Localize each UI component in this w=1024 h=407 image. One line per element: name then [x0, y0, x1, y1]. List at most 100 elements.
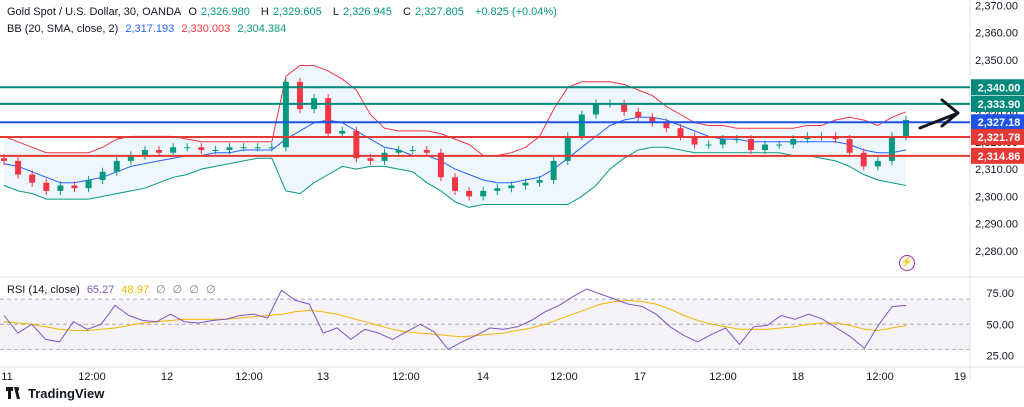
candle-body [156, 150, 163, 153]
candle-body [353, 130, 360, 159]
candle-body [733, 139, 740, 141]
time-tick-label: 12:00 [709, 371, 737, 383]
level-tag-label: 2,340.00 [978, 82, 1021, 94]
candle-body [409, 150, 416, 151]
time-tick-label: 12:00 [550, 371, 578, 383]
candle-body [677, 128, 684, 137]
rsi-ma-value: 48.97 [121, 284, 149, 296]
tradingview-logo: TradingView [6, 386, 104, 401]
level-tag-label: 2,321.78 [978, 132, 1021, 144]
rsi-extra-3: ∅ [189, 284, 199, 296]
rsi-extra-4: ∅ [205, 284, 216, 296]
close-label: C [402, 6, 411, 18]
candle-body [564, 136, 571, 161]
candle-body [367, 158, 374, 161]
rsi-legend: RSI (14, close) 65.27 48.97 ∅ ∅ ∅ ∅ [7, 283, 220, 296]
time-tick-label: 12 [161, 371, 173, 383]
candle-body [522, 182, 529, 186]
level-tag [971, 95, 1024, 112]
time-tick-label: 12:00 [392, 371, 420, 383]
axes: 2,280.002,290.002,300.002,310.002,320.00… [0, 0, 1024, 383]
time-tick-label: 12:00 [78, 371, 106, 383]
candle-body [184, 147, 191, 149]
candle-body [508, 185, 515, 189]
bb-basis-value: 2,317.193 [125, 23, 175, 35]
candle-body [437, 152, 444, 178]
symbol-legend: Gold Spot / U.S. Dollar, 30, OANDA O 2,32… [7, 6, 561, 18]
candle-body [339, 130, 346, 134]
bb-label: BB (20, SMA, close, 2) [7, 23, 119, 35]
level-tag [971, 147, 1024, 164]
time-tick-label: 17 [634, 371, 646, 383]
candle-body [846, 139, 853, 153]
rsi-extra-1: ∅ [156, 284, 166, 296]
candle-body [325, 98, 332, 134]
level-tag [971, 114, 1024, 131]
price-tick-label: 2,300.00 [975, 191, 1018, 203]
candle-body [719, 139, 726, 145]
candle-body [578, 114, 585, 137]
rsi-pane[interactable] [0, 288, 970, 351]
candle-body [592, 103, 599, 115]
time-tick-label: 14 [477, 371, 489, 383]
candle-body [903, 120, 909, 137]
candle-body [212, 150, 219, 151]
bb-lower-line [3, 146, 907, 208]
candle-body [296, 81, 303, 110]
open-value: 2,326.980 [200, 6, 250, 18]
time-tick-label: 12:00 [235, 371, 263, 383]
low-value: 2,326.945 [342, 6, 392, 18]
horizontal-levels[interactable]: 2,340.00 2,333.90 2,327.18 2,321.78 2,314.86 [0, 79, 1024, 164]
candle-body [198, 147, 205, 150]
candle-body [452, 177, 458, 191]
candle-body [762, 144, 769, 150]
candle-body [860, 152, 867, 167]
candle-body [113, 160, 120, 172]
level-tag [971, 79, 1024, 96]
arrow-annotation [918, 98, 960, 130]
high-value: 2,329.605 [272, 6, 322, 18]
rsi-value: 65.27 [86, 284, 115, 296]
high-label: H [260, 6, 269, 18]
candle-body [423, 150, 430, 153]
candle-body [705, 144, 712, 146]
candle-body [776, 144, 783, 146]
candle-body [663, 122, 670, 129]
annotations [918, 98, 960, 130]
time-tick-label: 19 [954, 371, 966, 383]
candle-body [635, 111, 642, 118]
candle-body [480, 190, 487, 197]
rsi-extra-2: ∅ [172, 284, 183, 296]
rsi-tick-label: 50.00 [986, 319, 1014, 331]
symbol-title: Gold Spot / U.S. Dollar, 30, OANDA [7, 6, 182, 18]
candle-body [536, 180, 543, 183]
time-tick-label: 11 [1, 371, 12, 383]
price-tick-label: 2,280.00 [975, 246, 1018, 258]
candle-body [790, 139, 797, 145]
bb-legend: BB (20, SMA, close, 2) 2,317.193 2,330.0… [7, 23, 290, 35]
candle-body [15, 160, 22, 175]
candle-body [888, 136, 895, 161]
close-value: 2,327.805 [414, 6, 464, 18]
candle-body [1, 158, 7, 161]
candle-body [141, 150, 148, 156]
time-tick-label: 12:00 [866, 371, 894, 383]
level-tag-label: 2,327.18 [978, 117, 1021, 129]
candle-body [254, 147, 261, 149]
candle-body [691, 136, 698, 145]
price-tick-label: 2,290.00 [975, 219, 1018, 231]
bb-upper-value: 2,330.003 [181, 23, 231, 35]
candle-body [621, 103, 628, 112]
candle-body [466, 190, 473, 197]
price-tick-label: 2,370.00 [975, 0, 1018, 12]
flash-icon[interactable]: ⚡ [899, 255, 915, 271]
candle-body [127, 155, 134, 161]
candle-body [85, 180, 92, 189]
candle-body [43, 182, 50, 191]
candle-body [240, 147, 247, 149]
candle-body [494, 188, 501, 191]
candle-body [874, 160, 881, 167]
candle-body [99, 171, 106, 180]
tradingview-logo-icon [6, 387, 20, 399]
